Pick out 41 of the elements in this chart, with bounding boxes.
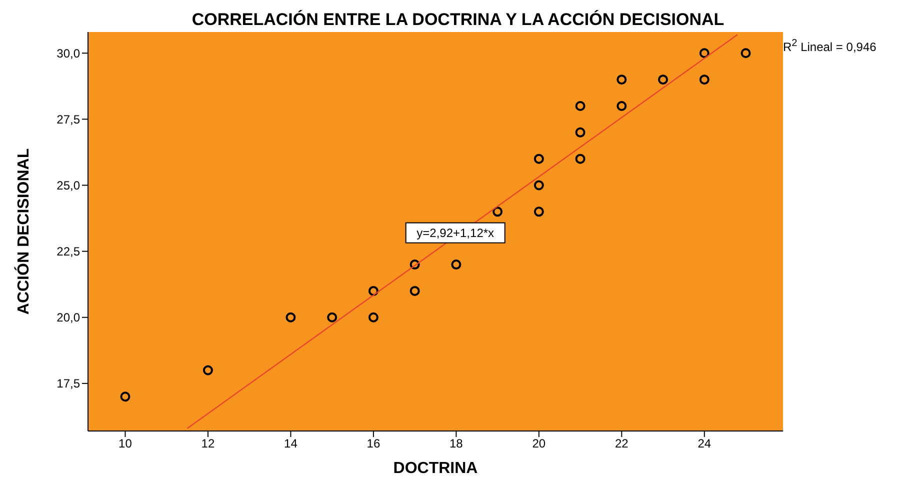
x-tick-label: 22 bbox=[614, 436, 629, 451]
point bbox=[575, 127, 586, 138]
point bbox=[534, 206, 544, 217]
point bbox=[368, 312, 378, 322]
point bbox=[327, 312, 338, 322]
point bbox=[575, 100, 586, 111]
point bbox=[740, 48, 751, 58]
y-tick-label: 22,5 bbox=[56, 244, 80, 259]
point bbox=[699, 74, 710, 85]
y-tick-label: 30,0 bbox=[56, 46, 80, 60]
x-tick-label: 18 bbox=[450, 436, 464, 451]
point bbox=[616, 100, 627, 111]
annotation: R$^{2}$ Lineal = 0,946 bbox=[783, 38, 876, 54]
y-tick-label: 27,5 bbox=[56, 112, 80, 126]
point bbox=[575, 154, 586, 164]
y-tick-label: 20,0 bbox=[56, 310, 80, 325]
y-axis-title: ACCIÓN DECISIONAL bbox=[14, 148, 33, 315]
y-tick-label: 17,5 bbox=[56, 376, 80, 391]
annotation: y=2,92+1,12*x bbox=[416, 226, 494, 240]
x-tick-label: 12 bbox=[201, 436, 215, 451]
x-tick-label: 10 bbox=[118, 436, 132, 451]
point bbox=[451, 260, 462, 270]
x-tick-label: 16 bbox=[366, 436, 380, 451]
point bbox=[534, 154, 544, 164]
point bbox=[286, 312, 296, 322]
y-tick-label: 25,0 bbox=[56, 178, 80, 193]
x-tick-label: 20 bbox=[532, 436, 546, 451]
point bbox=[492, 206, 503, 217]
point bbox=[658, 74, 668, 85]
x-axis-title: DOCTRINA bbox=[393, 460, 478, 477]
point bbox=[534, 180, 544, 190]
x-tick-label: 24 bbox=[698, 436, 712, 451]
point bbox=[120, 392, 130, 402]
point bbox=[410, 260, 420, 270]
chart-title: CORRELACIÓN ENTRE LA DOCTRINA Y LA ACCIÓN DECISIONAL bbox=[190, 10, 726, 30]
point bbox=[410, 286, 420, 296]
point bbox=[202, 365, 213, 376]
point bbox=[368, 286, 378, 296]
point bbox=[699, 48, 710, 58]
x-tick-label: 14 bbox=[284, 436, 298, 451]
point bbox=[616, 74, 627, 85]
